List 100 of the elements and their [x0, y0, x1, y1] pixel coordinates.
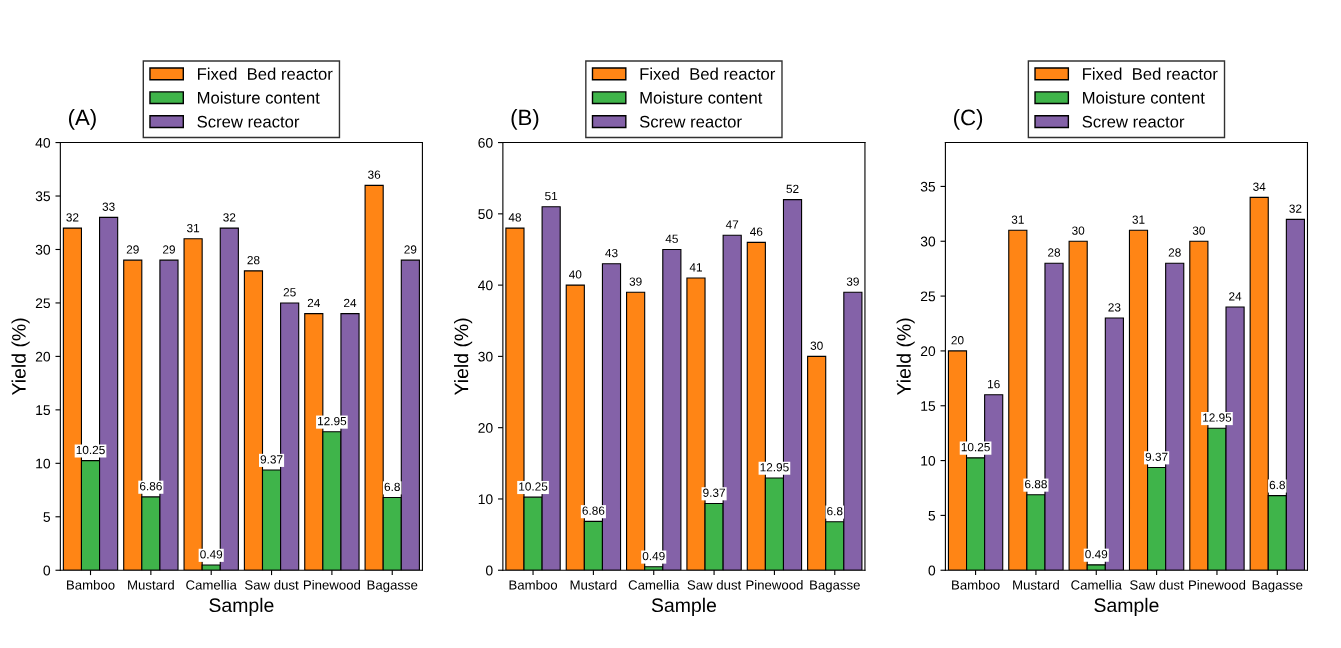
data-label: 36	[368, 170, 381, 179]
y-tick-label: 10	[478, 494, 493, 505]
x-tick-label: Mustard	[570, 579, 617, 590]
y-tick-label: 20	[35, 351, 51, 362]
data-label: 6.86	[582, 506, 605, 515]
legend-label: Screw reactor	[197, 115, 300, 128]
legend-label: Fixed Bed reactor	[640, 67, 776, 80]
y-tick-label: 25	[920, 291, 936, 302]
y-tick-label: 15	[36, 405, 51, 416]
data-label: 32	[1289, 204, 1302, 213]
data-label: 45	[665, 234, 678, 243]
data-label: 9.37	[703, 488, 725, 497]
x-tick-label: Bagasse	[1252, 580, 1303, 593]
legend-label: Moisture content	[1083, 91, 1205, 104]
data-label: 10.25	[76, 445, 105, 455]
data-label: 34	[1253, 182, 1266, 191]
x-tick-label: Mustard	[128, 579, 174, 590]
x-tick-label: Bamboo	[952, 579, 1000, 590]
data-label: 29	[162, 245, 175, 254]
x-tick-label: Mustard	[1013, 579, 1059, 590]
data-label: 29	[404, 245, 417, 254]
data-label: 52	[786, 184, 799, 194]
data-label: 31	[1011, 215, 1024, 224]
data-label: 30	[1192, 226, 1205, 235]
x-tick-label: Pinewood	[1189, 579, 1246, 590]
y-tick-label: 40	[478, 280, 493, 291]
data-label: 9.37	[1145, 452, 1168, 461]
y-tick-label: 20	[478, 423, 493, 433]
data-label: 9.37	[260, 455, 283, 464]
data-label: 6.8	[1269, 480, 1285, 490]
y-tick-label: 30	[35, 244, 51, 255]
data-label: 6.88	[1025, 479, 1047, 489]
data-label: 0.49	[642, 551, 665, 561]
x-axis-title: Sample	[209, 597, 274, 616]
data-label: 47	[725, 220, 739, 229]
chart-title: (C)	[954, 109, 983, 130]
x-tick-label: Pinewood	[304, 579, 361, 590]
legend-label: Fixed Bed reactor	[1083, 67, 1218, 80]
y-tick-label: 5	[928, 510, 936, 521]
x-axis-title: Sample	[1094, 597, 1159, 616]
chart-title: (B)	[511, 109, 539, 130]
y-axis-title: Yield (%)	[454, 318, 473, 396]
x-tick-label: Bagasse	[367, 580, 418, 593]
data-label: 46	[750, 227, 763, 236]
x-tick-label: Bagasse	[810, 580, 860, 593]
x-tick-label: Camellia	[186, 579, 237, 590]
legend-label: Screw reactor	[639, 115, 742, 128]
data-label: 41	[689, 263, 702, 272]
y-tick-label: 30	[478, 351, 493, 362]
data-label: 30	[1072, 226, 1085, 235]
data-label: 0.49	[200, 550, 223, 559]
data-label: 25	[283, 288, 296, 297]
y-axis-title: Yield (%)	[896, 318, 915, 396]
y-tick-label: 50	[478, 209, 493, 220]
x-tick-label: Camellia	[1071, 579, 1122, 590]
data-label: 28	[247, 256, 260, 265]
data-label: 12.95	[1203, 413, 1232, 422]
x-tick-label: Saw dust	[687, 579, 742, 590]
y-axis-title: Yield (%)	[11, 318, 30, 396]
data-label: 32	[66, 213, 79, 222]
data-label: 6.86	[139, 482, 162, 491]
data-label: 39	[629, 277, 642, 286]
data-label: 24	[307, 298, 321, 308]
data-label: 40	[569, 270, 582, 279]
y-tick-label: 15	[921, 401, 936, 411]
data-label: 10.25	[961, 442, 990, 452]
data-label: 30	[810, 341, 823, 350]
data-label: 31	[1132, 215, 1145, 224]
data-label: 6.8	[827, 506, 843, 516]
data-label: 48	[508, 213, 521, 222]
x-tick-label: Bamboo	[509, 579, 558, 590]
data-label: 10.25	[519, 482, 548, 491]
data-label: 43	[605, 248, 618, 258]
y-tick-label: 10	[921, 455, 936, 466]
x-tick-label: Saw dust	[1130, 579, 1184, 590]
data-label: 12.95	[760, 463, 789, 472]
x-tick-label: Camellia	[628, 579, 680, 590]
data-label: 29	[126, 245, 139, 254]
data-label: 28	[1168, 248, 1181, 257]
y-tick-label: 35	[920, 181, 936, 192]
data-label: 39	[846, 277, 859, 286]
legend-label: Screw reactor	[1082, 115, 1185, 128]
x-tick-label: Bamboo	[67, 579, 115, 590]
data-label: 0.49	[1085, 550, 1108, 559]
data-label: 6.8	[384, 482, 400, 492]
data-label: 32	[223, 213, 236, 222]
data-label: 12.95	[318, 416, 347, 426]
y-tick-label: 60	[478, 137, 493, 148]
y-tick-label: 0	[485, 565, 493, 576]
y-tick-label: 20	[920, 346, 936, 357]
data-label: 51	[545, 191, 558, 201]
data-label: 16	[988, 379, 1000, 389]
legend-label: Moisture content	[198, 91, 320, 104]
x-axis-title: Sample	[651, 597, 717, 616]
y-tick-label: 5	[43, 512, 51, 522]
chart-title: (A)	[68, 109, 96, 130]
y-tick-label: 25	[35, 298, 51, 309]
y-tick-label: 40	[35, 137, 51, 148]
data-label: 24	[1229, 292, 1242, 301]
x-tick-label: Saw dust	[245, 579, 299, 590]
